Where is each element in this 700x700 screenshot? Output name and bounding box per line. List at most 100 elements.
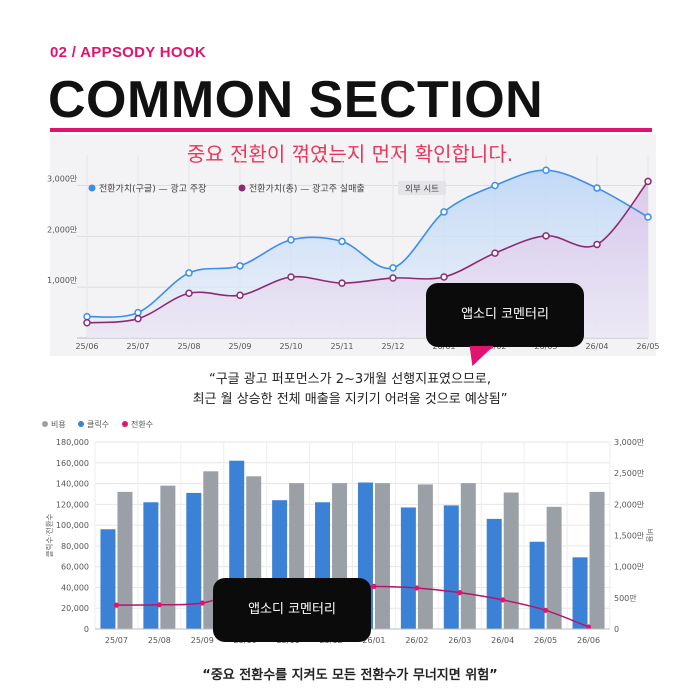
chart2-legend-marker	[122, 421, 128, 427]
bar-clicks	[443, 505, 459, 629]
brand-label: 02 / APPSODY HOOK	[50, 44, 206, 61]
bar-clicks	[143, 502, 159, 629]
conversions-point	[457, 590, 463, 596]
chart2-left-tick-label: 180,000	[56, 438, 89, 447]
chart1-x-tick-label: 25/12	[381, 342, 404, 351]
chart1-x-tick-label: 25/11	[330, 342, 353, 351]
chart1-y-tick-label: 2,000만	[47, 225, 78, 234]
commentary-quote-1: “구글 광고 퍼포먼스가 2~3개월 선행지표였으므로, 최근 월 상승한 전체…	[0, 370, 700, 410]
series-point	[83, 319, 91, 327]
bar-cost	[503, 492, 519, 629]
chart2-right-tick-label: 0	[614, 625, 619, 634]
bar-clicks	[529, 541, 545, 629]
bar-clicks	[572, 557, 588, 629]
series-point	[287, 273, 295, 281]
legend-marker	[238, 184, 246, 192]
chart2-legend-label: 클릭수	[87, 419, 109, 429]
conversions-point	[414, 585, 420, 591]
chart2-legend-marker	[78, 421, 84, 427]
series-point	[440, 273, 448, 281]
conversions-point	[543, 607, 549, 613]
bar-cost	[417, 484, 433, 629]
chart2-x-tick-label: 26/06	[577, 636, 600, 645]
quote-line-1: “구글 광고 퍼포먼스가 2~3개월 선행지표였으므로,	[208, 372, 492, 387]
bar-cost	[460, 483, 476, 629]
conversions-point	[199, 600, 205, 606]
bar-clicks	[186, 492, 202, 629]
series-point	[185, 289, 193, 298]
chart2-x-tick-label: 26/04	[491, 636, 514, 645]
series-point	[440, 208, 448, 216]
bar-clicks	[486, 518, 502, 629]
conversions-point	[156, 602, 162, 608]
chart2-legend-marker	[42, 421, 48, 427]
chart2-right-tick-label: 3,000만	[614, 438, 645, 447]
chart2-x-tick-label: 25/08	[148, 636, 171, 645]
chart2-x-tick-label: 26/05	[534, 636, 557, 645]
chart1-x-tick-label: 26/04	[585, 342, 608, 351]
chart2-x-tick-label: 25/09	[191, 636, 214, 645]
chart2-x-tick-label: 26/01	[362, 636, 385, 645]
chart2-left-tick-label: 80,000	[61, 542, 89, 551]
series-point	[593, 240, 601, 249]
series-point	[644, 213, 652, 221]
chart2-left-tick-label: 60,000	[61, 563, 89, 572]
chart1-x-tick-label: 25/08	[177, 342, 200, 351]
chart1-y-tick-label: 3,000만	[47, 175, 78, 184]
series-point	[491, 249, 499, 257]
bar-cost	[374, 483, 390, 629]
chart2-left-tick-label: 40,000	[61, 583, 89, 592]
series-point	[644, 177, 652, 186]
chart1-x-tick-label: 25/06	[75, 342, 98, 351]
legend-marker	[88, 184, 96, 192]
chart2-right-tick-label: 2,000만	[614, 500, 645, 509]
conversions-point	[500, 597, 506, 603]
quote-line-2: 최근 월 상승한 전체 매출을 지키기 어려울 것으로 예상됨”	[192, 392, 508, 407]
chart2-left-tick-label: 120,000	[56, 500, 89, 509]
legend-label: 전환가치(총) — 광고주 실매출	[249, 183, 365, 195]
series-point	[389, 274, 397, 282]
conversions-point	[113, 602, 120, 608]
chart2-legend-label: 비용	[51, 420, 66, 429]
bar-cost	[160, 485, 176, 629]
series-point	[338, 279, 346, 287]
bar-clicks	[400, 507, 416, 629]
conversions-point	[371, 583, 377, 590]
chart1-x-tick-label: 25/09	[228, 342, 251, 351]
series-point	[542, 166, 550, 174]
series-point	[134, 314, 142, 323]
chart2-legend-label: 전환수	[131, 419, 153, 429]
chart1-x-tick-label: 25/07	[126, 342, 149, 351]
bar-cost	[589, 491, 605, 629]
series-point	[491, 181, 499, 190]
chart1-x-tick-label: 25/10	[279, 342, 302, 351]
chart2-left-tick-label: 100,000	[56, 521, 89, 530]
chart2-left-tick-label: 140,000	[56, 480, 89, 489]
chart2-right-tick-label: 1,500만	[614, 532, 645, 541]
bar-cost	[546, 506, 562, 629]
series-point	[389, 264, 397, 272]
chart2-right-tick-label: 1,000만	[614, 563, 645, 572]
series-point	[236, 291, 244, 300]
series-point	[338, 237, 346, 246]
commentary-callout-1: 앱소디 코멘터리	[426, 283, 584, 347]
series-point	[542, 232, 550, 240]
commentary-quote-2: “중요 전환수를 지켜도 모든 전환수가 무너지면 위험”	[202, 668, 498, 683]
chart2-left-tick-label: 20,000	[61, 604, 89, 613]
series-point	[236, 262, 244, 270]
series-point	[593, 184, 601, 192]
commentary-callout-2: 앱소디 코멘터리	[213, 578, 371, 642]
chart2-x-tick-label: 26/03	[448, 636, 471, 645]
chart1-x-tick-label: 26/05	[636, 342, 659, 351]
title-divider	[50, 128, 652, 132]
bar-cost	[117, 491, 133, 629]
bar-clicks	[100, 529, 116, 629]
legend-label: 전환가치(구글) — 광고 주장	[99, 183, 206, 195]
chart2-left-tick-label: 0	[84, 625, 89, 634]
legend-tag-box	[398, 181, 446, 195]
chart1-y-tick-label: 1,000만	[47, 276, 78, 285]
chart2-right-tick-label: 500만	[614, 594, 637, 603]
conversions-point	[585, 624, 592, 630]
chart2-x-tick-label: 26/02	[405, 636, 428, 645]
chart2-right-tick-label: 2,500만	[614, 469, 645, 478]
